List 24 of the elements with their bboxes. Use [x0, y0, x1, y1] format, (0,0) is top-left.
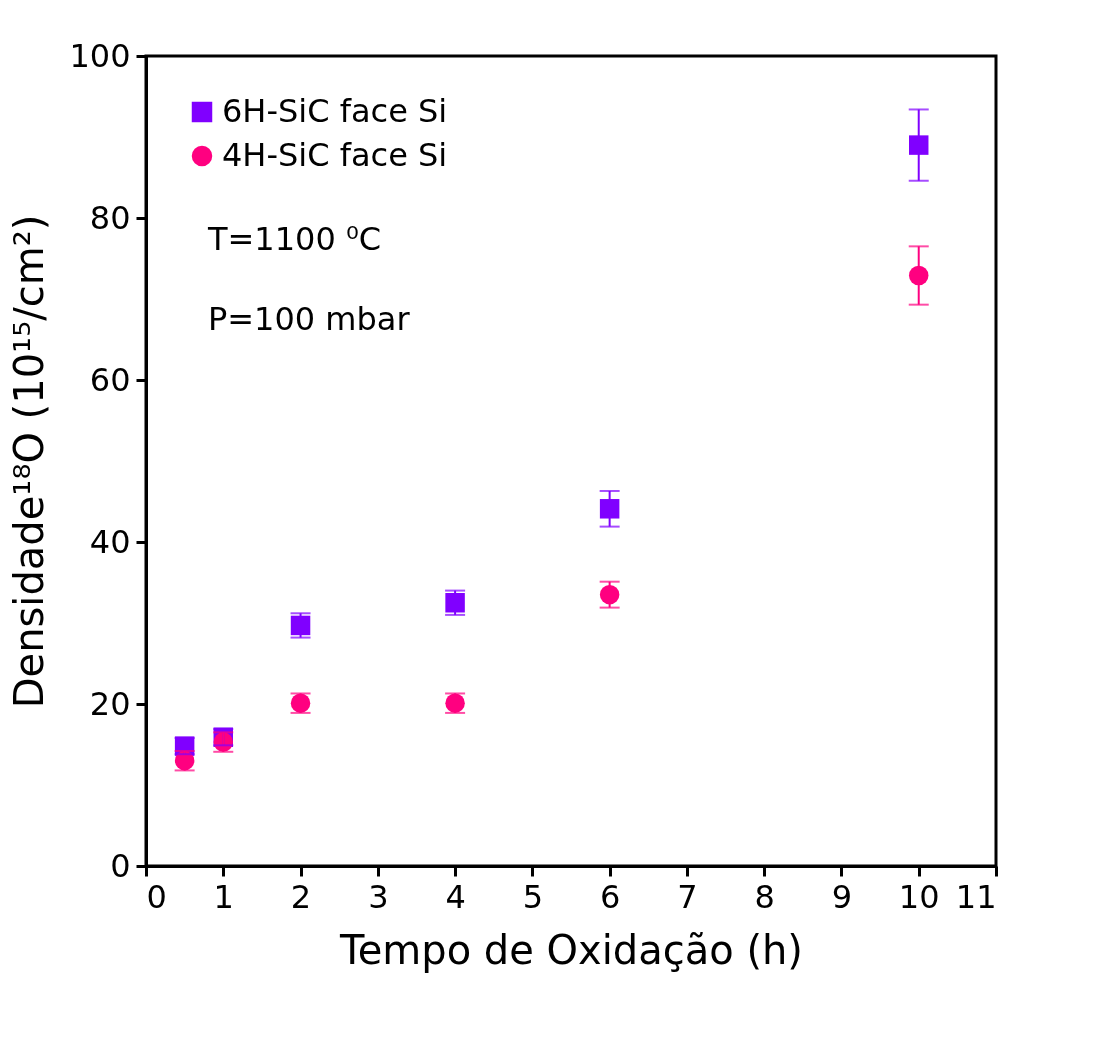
legend-label: 4H-SiC face Si: [222, 136, 448, 174]
x-tick-label: 3: [368, 877, 389, 916]
x-tick-label: 5: [522, 877, 544, 916]
y-tick-label: 20: [89, 684, 131, 723]
y-tick-label: 40: [89, 522, 131, 561]
legend-label: 6H-SiC face Si: [222, 92, 448, 130]
x-tick-label: 10: [898, 877, 940, 916]
x-tick-label: 9: [831, 877, 853, 916]
y-axis-title: Densidade¹⁸O (10¹⁵/cm²): [6, 214, 53, 709]
y-tick-label: 60: [89, 360, 131, 399]
x-tick-label: 6: [599, 877, 621, 916]
x-tick-label: 1: [213, 877, 234, 916]
x-tick-label: 7: [677, 877, 698, 916]
annotation: P=100 mbar: [208, 300, 411, 338]
x-tick-label: 11: [955, 877, 997, 916]
y-tick-label: 100: [69, 36, 131, 75]
y-tick-label: 80: [89, 198, 131, 237]
x-tick-label: 4: [445, 877, 466, 916]
y-tick-label: 0: [110, 846, 131, 885]
x-tick-label: 8: [754, 877, 775, 916]
x-tick-label: 0: [146, 877, 167, 916]
x-tick-label: 2: [290, 877, 312, 916]
x-axis-title: Tempo de Oxidação (h): [339, 926, 803, 973]
annotation: T=1100 ⁰C: [207, 220, 382, 258]
